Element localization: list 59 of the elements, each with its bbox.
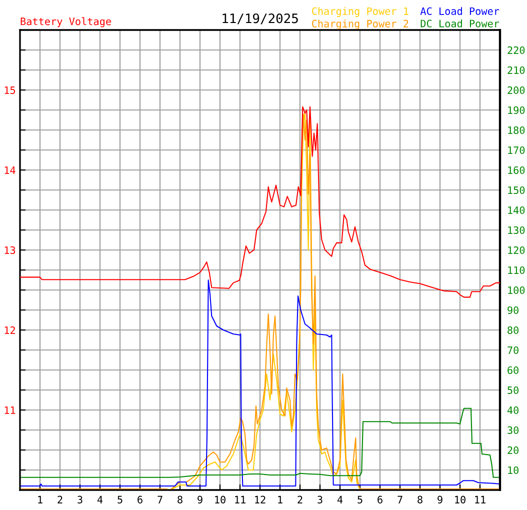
x-tick-label: 4 <box>337 496 343 504</box>
y2-tick-label: 180 <box>508 126 525 134</box>
x-tick-label: 1 <box>278 496 282 504</box>
line-series <box>20 106 500 298</box>
x-tick-label: 6 <box>378 496 382 504</box>
y-tick-label: 11 <box>4 406 16 414</box>
x-tick-label: 6 <box>138 496 142 504</box>
x-tick-label: 10 <box>455 496 466 504</box>
y-axis-title: Battery Voltage <box>20 17 111 28</box>
text: Charging Power 2 <box>312 20 408 30</box>
y2-tick-label: 30 <box>508 426 518 434</box>
y2-tick-label: 40 <box>507 406 518 414</box>
y2-tick-label: 120 <box>508 246 525 254</box>
x-tick-label: 5 <box>358 496 362 504</box>
y-tick-label: 15 <box>4 86 16 94</box>
y2-tick-label: 220 <box>508 46 525 54</box>
text: DC Load Power <box>420 20 500 28</box>
x-tick-label: 3 <box>78 496 82 504</box>
x-tick-label: 9 <box>198 496 202 504</box>
y-tick-label: 14 <box>4 166 16 174</box>
y2-tick-label: 110 <box>508 266 525 274</box>
x-tick-label: 10 <box>215 496 226 504</box>
x-tick-label: 3 <box>318 496 322 504</box>
x-tick-label: 11 <box>475 496 486 504</box>
x-tick-label: 5 <box>118 496 122 504</box>
y2-tick-label: 10 <box>508 466 518 474</box>
y2-tick-label: 130 <box>508 226 525 234</box>
y2-tick-label: 210 <box>508 66 525 74</box>
y2-tick-label: 200 <box>508 86 525 94</box>
y2-tick-label: 160 <box>508 166 525 174</box>
x-tick-label: 2 <box>298 496 302 504</box>
x-tick-label: 8 <box>178 496 182 504</box>
y2-tick-label: 80 <box>508 326 518 334</box>
line-series <box>20 408 500 478</box>
y-tick-label: 13 <box>4 246 16 254</box>
x-tick-label: 4 <box>97 496 103 504</box>
y2-tick-label: 60 <box>508 366 518 374</box>
x-tick-label: 1 <box>38 496 42 504</box>
line-series <box>20 279 500 487</box>
y2-tick-label: 50 <box>508 386 518 394</box>
x-tick-label: 2 <box>58 496 62 504</box>
y2-tick-label: 140 <box>508 206 525 214</box>
y2-tick-label: 100 <box>508 286 525 294</box>
x-tick-label: 9 <box>438 496 442 504</box>
y2-tick-label: 20 <box>508 446 518 454</box>
x-tick-label: 11 <box>235 496 246 504</box>
y2-tick-label: 90 <box>508 306 518 314</box>
y2-tick-label: 170 <box>508 146 525 154</box>
y2-tick-label: 150 <box>508 186 525 194</box>
x-tick-label: 12 <box>255 496 266 504</box>
x-tick-label: 7 <box>398 496 402 504</box>
y2-tick-label: 190 <box>508 106 525 114</box>
chart-title: 11/19/2025 <box>222 13 298 24</box>
y2-tick-label: 70 <box>508 346 518 354</box>
text: Charging Power 1 <box>312 7 408 18</box>
y-tick-label: 12 <box>4 326 15 334</box>
text: AC Load Power <box>420 7 500 15</box>
x-tick-label: 8 <box>418 496 422 504</box>
x-tick-label: 7 <box>158 496 162 504</box>
